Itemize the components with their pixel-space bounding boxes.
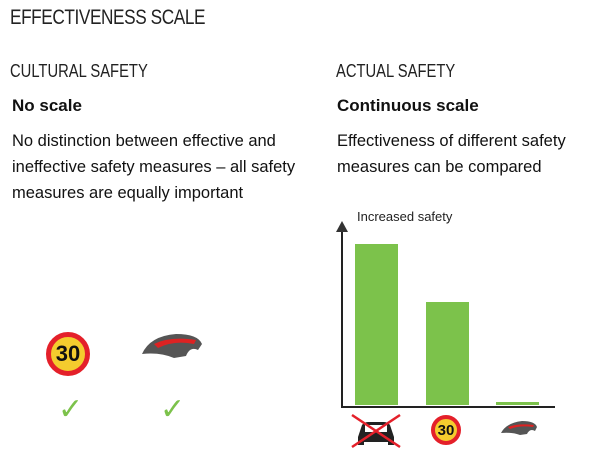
no-car-icon [351, 413, 401, 449]
speed-limit-30-sign: 30 [46, 332, 90, 376]
cultural-safety-heading: CULTURAL SAFETY [10, 61, 148, 81]
bar-no-car-icon [355, 244, 398, 405]
actual-safety-heading: ACTUAL SAFETY [336, 61, 456, 81]
y-axis-arrow-icon [336, 221, 348, 232]
sign-text: 30 [55, 341, 81, 366]
bicycle-helmet-icon [142, 334, 202, 358]
speed-limit-30-sign: 30 [431, 415, 461, 445]
bar-bicycle-helmet-icon [496, 401, 539, 405]
checkmark-icon: ✓ [160, 393, 186, 426]
cultural-safety-subheading: No scale [12, 96, 82, 115]
sign-text: 30 [437, 421, 455, 439]
slide-title: EFFECTIVENESS SCALE [10, 6, 206, 29]
actual-safety-subheading: Continuous scale [337, 96, 479, 115]
cultural-safety-body: No distinction between effective and ine… [12, 132, 296, 202]
bicycle-helmet-icon [501, 421, 537, 435]
checkmark-icon: ✓ [58, 393, 84, 426]
actual-safety-body: Effectiveness of different safety measur… [337, 132, 566, 176]
y-axis-label: Increased safety [357, 209, 453, 224]
bar-speed-limit-30-sign [425, 301, 469, 405]
